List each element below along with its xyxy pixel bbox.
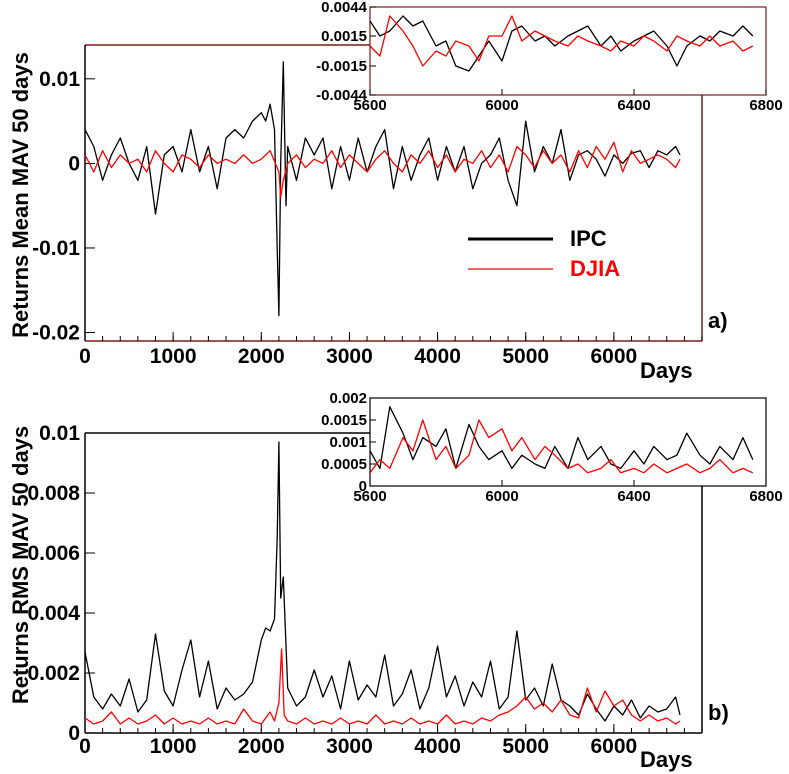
y-axis-label: Returns Mean MAV 50 days [8, 52, 33, 338]
panel-b: 0 1000 2000 3000 4000 5000 6000 0 0.002 0.004 0.00… [8, 390, 783, 772]
inset-frame [369, 6, 767, 96]
x-tick-label: 3000 [326, 735, 373, 758]
panel-label: a) [708, 308, 728, 333]
series-line-djia [84, 648, 681, 725]
y-tick-label: 0.01 [39, 422, 80, 445]
y-tick-label: 0 [68, 152, 80, 175]
inset-x-tick-label: 6400 [617, 488, 650, 505]
y-tick-label: -0.02 [32, 322, 80, 345]
inset-frame [369, 397, 767, 487]
inset-y-tick-label: 0.0005 [321, 456, 367, 473]
inset-x-tick-label: 5600 [353, 488, 386, 505]
y-axis-label: Returns RMS MAV 50 days [8, 426, 33, 704]
y-tick-label: 0.002 [27, 662, 80, 685]
x-tick-label: 6000 [590, 735, 637, 758]
x-tick-label: 1000 [150, 735, 197, 758]
inset-series-line-djia [369, 15, 754, 67]
panel-a: 0 1000 2000 3000 4000 5000 6000 -0.02 -0.01 0 0.01… [8, 0, 783, 383]
inset-y-tick-label: 0 [359, 478, 367, 495]
legend-label-djia: DJIA [570, 256, 620, 281]
x-tick-label: 0 [79, 345, 91, 368]
x-tick-label: 3000 [326, 345, 373, 368]
inset-x-tick-label: 6000 [485, 97, 518, 114]
inset-x-tick-label: 6800 [749, 488, 782, 505]
x-tick-label: 2000 [238, 735, 285, 758]
inset-y-tick-label: 0.002 [329, 390, 367, 407]
y-tick-label: 0.004 [27, 602, 80, 625]
y-tick-label: 0.006 [27, 542, 80, 565]
inset-y-tick-label: -0.0015 [316, 58, 367, 75]
inset-x-tick-label: 6000 [485, 488, 518, 505]
y-tick-label: 0 [68, 722, 80, 745]
x-tick-label: 5000 [502, 735, 549, 758]
series-line-ipc [84, 61, 681, 317]
x-tick-label: 4000 [414, 345, 461, 368]
legend-label-ipc: IPC [570, 226, 607, 251]
y-tick-label: -0.01 [32, 237, 80, 260]
x-tick-label: 6000 [590, 345, 637, 368]
inset-y-tick-label: 0.0015 [321, 412, 367, 429]
inset-x-tick-label: 6400 [617, 97, 650, 114]
series-line-djia [84, 141, 681, 198]
x-tick-label: 2000 [238, 345, 285, 368]
panel-label: b) [708, 700, 729, 725]
inset-y-tick-label: 0.001 [329, 434, 367, 451]
inset-y-tick-label: -0.0044 [316, 87, 368, 104]
x-tick-label: 1000 [150, 345, 197, 368]
inset-x-tick-label: 6800 [749, 97, 782, 114]
x-axis-label: Days [640, 358, 693, 383]
inset-series-line-ipc [369, 15, 754, 72]
inset-y-tick-label: 0.0015 [321, 28, 367, 45]
y-tick-label: 0.008 [27, 482, 80, 505]
inset-y-tick-label: 0.0044 [321, 0, 368, 16]
x-tick-label: 0 [79, 735, 91, 758]
series-line-ipc [84, 441, 681, 722]
x-tick-label: 5000 [502, 345, 549, 368]
x-axis-label: Days [640, 747, 693, 772]
x-tick-label: 4000 [414, 735, 461, 758]
inset-series-line-djia [369, 419, 754, 474]
inset-series-line-ipc [369, 406, 754, 470]
y-tick-label: 0.01 [39, 68, 80, 91]
inset-x-tick-label: 5600 [353, 97, 386, 114]
